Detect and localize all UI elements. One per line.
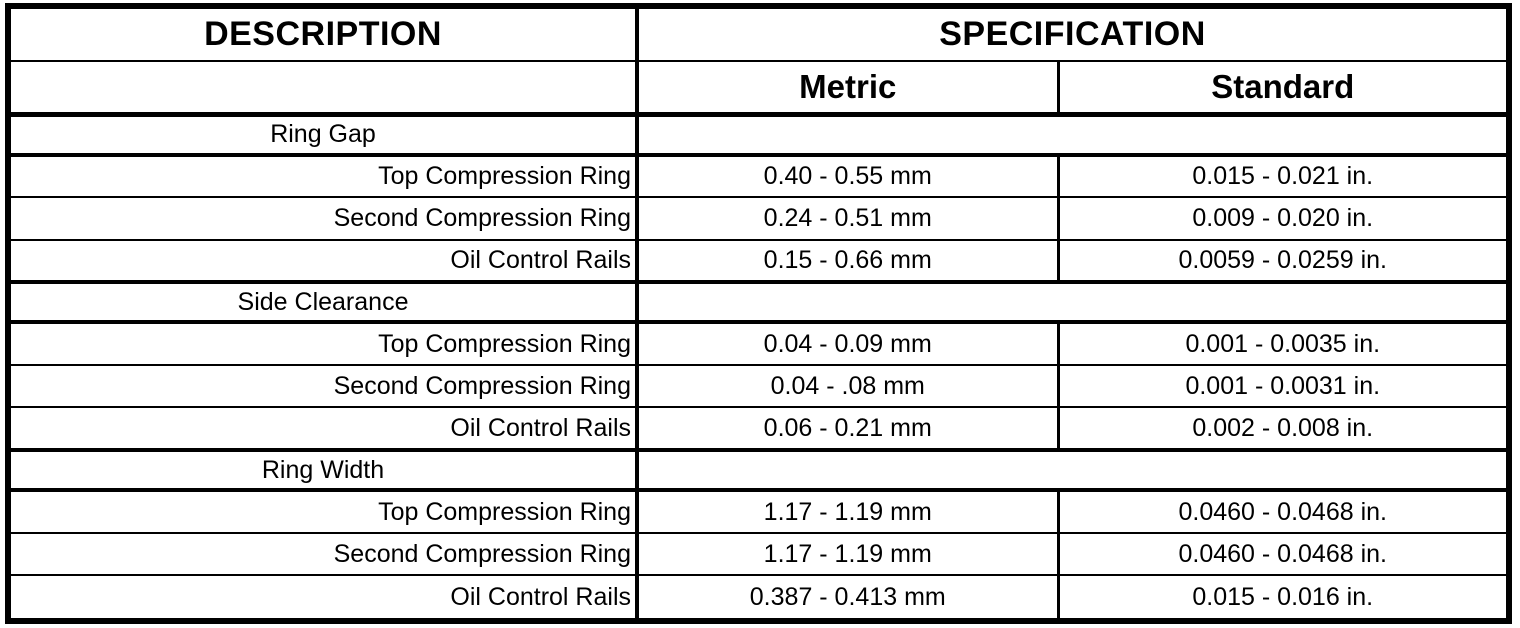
row-label-cell: Top Compression Ring (11, 322, 639, 365)
description-header-spacer (11, 61, 639, 115)
standard-value-cell: 0.0460 - 0.0468 in. (1178, 539, 1388, 568)
spec-table-sheet: DESCRIPTION SPECIFICATION Metric Standar… (5, 3, 1512, 624)
row-label-cell: Oil Control Rails (11, 407, 639, 450)
standard-value-cell: 0.0059 - 0.0259 in. (1178, 245, 1388, 274)
spec-table: DESCRIPTION SPECIFICATION Metric Standar… (11, 9, 1506, 618)
metric-value-cell: 0.04 - .08 mm (637, 364, 1060, 408)
section-spec-spacer-cell (637, 114, 1506, 154)
metric-column-header: Metric (637, 61, 1060, 115)
metric-value-cell: 0.24 - 0.51 mm (637, 197, 1060, 240)
metric-value-cell: 0.06 - 0.21 mm (637, 407, 1060, 450)
row-label-cell: Top Compression Ring (11, 154, 639, 198)
spec-row: Second Compression Ring 0.04 - .08 mm 0.… (11, 364, 1506, 408)
standard-value-cell: 0.002 - 0.008 in. (1192, 413, 1374, 442)
section-spec-spacer-cell (637, 450, 1506, 490)
spec-row: Oil Control Rails 0.06 - 0.21 mm 0.002 -… (11, 407, 1506, 450)
standard-value-cell: 0.015 - 0.016 in. (1192, 582, 1374, 611)
section-header-row: Ring Gap (11, 114, 1506, 155)
standard-value-cell: 0.001 - 0.0031 in. (1185, 371, 1381, 400)
row-label-cell: Top Compression Ring (11, 490, 639, 533)
spec-row: Top Compression Ring 0.40 - 0.55 mm 0.01… (11, 154, 1506, 198)
row-label-cell: Second Compression Ring (11, 364, 639, 408)
spec-row: Second Compression Ring 1.17 - 1.19 mm 0… (11, 532, 1506, 576)
standard-value-cell: 0.015 - 0.021 in. (1192, 161, 1374, 190)
section-title-cell: Ring Width (11, 449, 639, 491)
spec-row: Oil Control Rails 0.15 - 0.66 mm 0.0059 … (11, 239, 1506, 283)
metric-value-cell: 1.17 - 1.19 mm (637, 532, 1060, 576)
metric-value-cell: 1.17 - 1.19 mm (637, 490, 1060, 533)
header-row-sub: Metric Standard (11, 61, 1506, 115)
metric-value-cell: 0.387 - 0.413 mm (637, 575, 1060, 618)
row-label-cell: Oil Control Rails (11, 575, 639, 618)
standard-column-header: Standard (1211, 67, 1355, 105)
spec-row: Top Compression Ring 1.17 - 1.19 mm 0.04… (11, 490, 1506, 533)
metric-value-cell: 0.04 - 0.09 mm (637, 322, 1060, 365)
description-column-header: DESCRIPTION (11, 9, 639, 62)
metric-value-cell: 0.40 - 0.55 mm (637, 154, 1060, 198)
standard-value-cell: 0.0460 - 0.0468 in. (1178, 497, 1388, 526)
row-label-cell: Second Compression Ring (11, 532, 639, 576)
standard-value-cell: 0.001 - 0.0035 in. (1185, 329, 1381, 358)
spec-row: Oil Control Rails 0.387 - 0.413 mm 0.015… (11, 575, 1506, 618)
row-label-cell: Second Compression Ring (11, 197, 639, 240)
specification-column-header: SPECIFICATION (939, 15, 1206, 54)
metric-value-cell: 0.15 - 0.66 mm (637, 239, 1060, 283)
section-title-cell: Side Clearance (11, 282, 639, 323)
section-header-row: Ring Width (11, 449, 1506, 491)
header-row-main: DESCRIPTION SPECIFICATION (11, 9, 1506, 62)
row-label-cell: Oil Control Rails (11, 239, 639, 283)
standard-value-cell: 0.009 - 0.020 in. (1192, 203, 1374, 232)
spec-row: Top Compression Ring 0.04 - 0.09 mm 0.00… (11, 322, 1506, 365)
spec-row: Second Compression Ring 0.24 - 0.51 mm 0… (11, 197, 1506, 240)
section-title-cell: Ring Gap (11, 114, 639, 155)
section-header-row: Side Clearance (11, 282, 1506, 323)
section-spec-spacer-cell (637, 282, 1506, 322)
spec-table-body: DESCRIPTION SPECIFICATION Metric Standar… (11, 9, 1506, 618)
